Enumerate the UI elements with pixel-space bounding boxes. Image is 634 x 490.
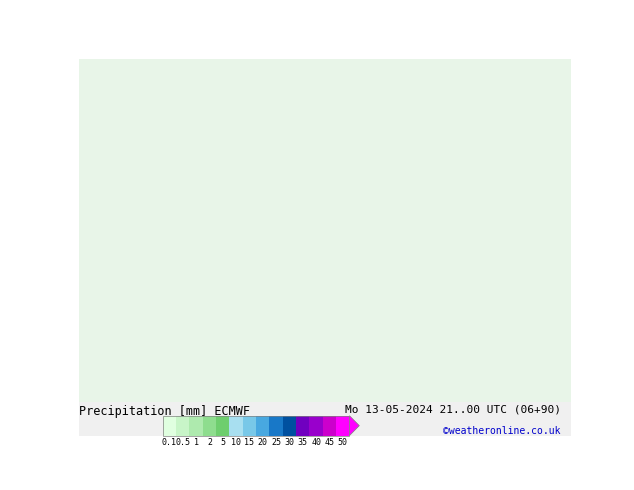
FancyBboxPatch shape xyxy=(230,416,243,436)
Text: 40: 40 xyxy=(311,438,321,447)
Text: 1: 1 xyxy=(193,438,198,447)
FancyBboxPatch shape xyxy=(309,416,323,436)
Text: 15: 15 xyxy=(245,438,254,447)
Polygon shape xyxy=(349,416,359,436)
FancyBboxPatch shape xyxy=(336,416,349,436)
Text: 5: 5 xyxy=(220,438,225,447)
FancyBboxPatch shape xyxy=(256,416,269,436)
Text: Mo 13-05-2024 21..00 UTC (06+90): Mo 13-05-2024 21..00 UTC (06+90) xyxy=(345,405,561,415)
FancyBboxPatch shape xyxy=(269,416,283,436)
FancyBboxPatch shape xyxy=(243,416,256,436)
Text: 25: 25 xyxy=(271,438,281,447)
Text: Precipitation [mm] ECMWF: Precipitation [mm] ECMWF xyxy=(79,405,250,418)
Text: 0.1: 0.1 xyxy=(162,438,177,447)
FancyBboxPatch shape xyxy=(190,416,203,436)
FancyBboxPatch shape xyxy=(216,416,230,436)
Text: 50: 50 xyxy=(338,438,348,447)
FancyBboxPatch shape xyxy=(296,416,309,436)
Text: 2: 2 xyxy=(207,438,212,447)
Text: 10: 10 xyxy=(231,438,241,447)
FancyBboxPatch shape xyxy=(203,416,216,436)
FancyBboxPatch shape xyxy=(163,416,176,436)
Text: 30: 30 xyxy=(285,438,294,447)
Text: 20: 20 xyxy=(258,438,268,447)
Text: 0.5: 0.5 xyxy=(175,438,190,447)
FancyBboxPatch shape xyxy=(283,416,296,436)
Text: ©weatheronline.co.uk: ©weatheronline.co.uk xyxy=(443,426,561,436)
Text: 45: 45 xyxy=(325,438,335,447)
Text: 35: 35 xyxy=(298,438,308,447)
FancyBboxPatch shape xyxy=(323,416,336,436)
FancyBboxPatch shape xyxy=(176,416,190,436)
